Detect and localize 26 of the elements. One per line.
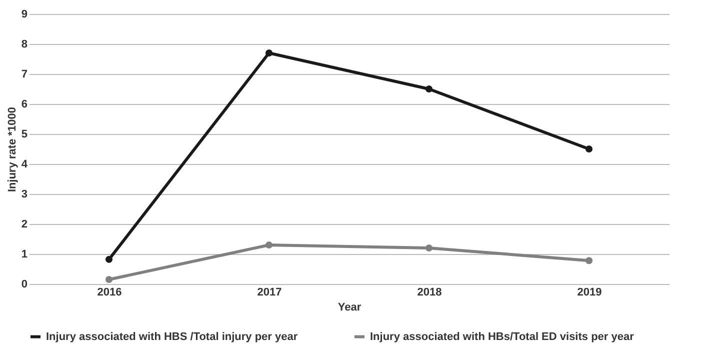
point [105, 276, 113, 284]
legend-label: Injury associated with HBS /Total injury per year [46, 330, 298, 343]
point [105, 256, 113, 263]
point [585, 257, 593, 264]
y-axis-title: Injury rate *1000 [6, 107, 18, 192]
legend-label: Injury associated with HBs/Total ED visits per year [370, 330, 635, 343]
y-tick-label: 3 [21, 188, 28, 200]
point [585, 145, 593, 153]
point [425, 244, 433, 252]
y-tick-label: 0 [21, 278, 28, 290]
x-axis-title: Year [338, 302, 362, 314]
x-tick-label: 2019 [577, 286, 602, 298]
y-tick-label: 4 [21, 158, 28, 170]
y-tick-label: 9 [21, 8, 28, 20]
y-tick-label: 8 [21, 38, 28, 50]
y-tick-label: 2 [21, 218, 28, 230]
x-tick-label: 2018 [417, 286, 442, 298]
y-tick-label: 7 [21, 68, 28, 80]
x-tick-label: 2017 [257, 286, 282, 298]
y-tick-label: 6 [21, 98, 28, 110]
point [265, 241, 273, 249]
point [265, 49, 273, 57]
y-tick-label: 1 [21, 248, 28, 260]
x-tick-label: 2016 [97, 286, 122, 298]
point [425, 85, 433, 93]
y-tick-label: 5 [21, 128, 28, 140]
